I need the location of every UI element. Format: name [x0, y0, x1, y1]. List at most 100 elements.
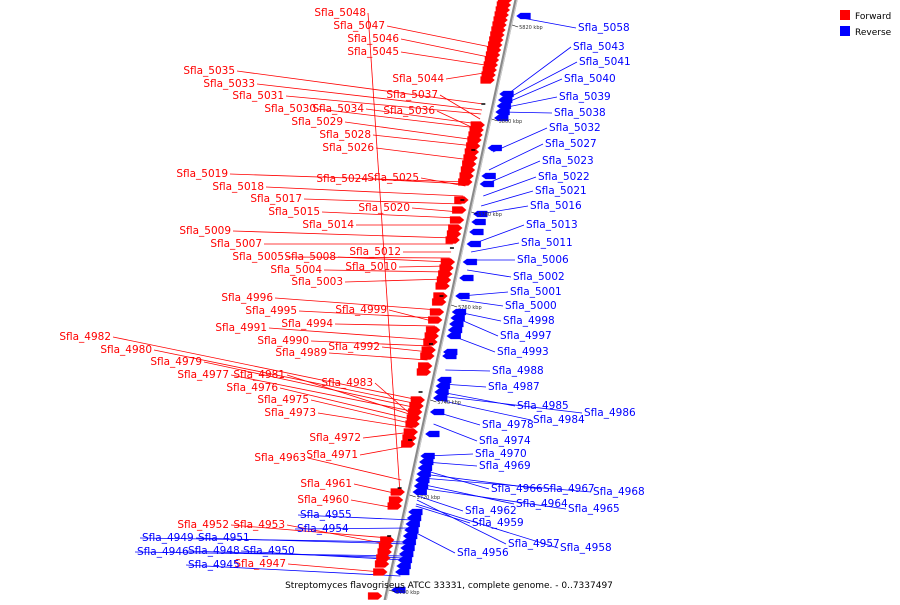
- reverse-gene-label[interactable]: Sfla_4988: [492, 365, 544, 377]
- reverse-gene-label[interactable]: Sfla_5032: [549, 122, 601, 134]
- reverse-gene-label[interactable]: Sfla_5002: [513, 271, 565, 283]
- reverse-gene-label[interactable]: Sfla_4993: [497, 346, 549, 358]
- reverse-gene-label[interactable]: Sfla_5023: [542, 155, 594, 167]
- forward-gene-label[interactable]: Sfla_5034: [312, 103, 364, 115]
- forward-gene-label[interactable]: Sfla_5035: [183, 65, 235, 77]
- forward-gene-label[interactable]: Sfla_5047: [333, 20, 385, 32]
- forward-gene-label[interactable]: Sfla_4960: [297, 494, 349, 506]
- forward-gene-label[interactable]: Sfla_4971: [306, 449, 358, 461]
- reverse-gene-label[interactable]: Sfla_5000: [505, 300, 557, 312]
- reverse-gene-label[interactable]: Sfla_4986: [584, 407, 636, 419]
- forward-gene-label[interactable]: Sfla_4980: [100, 344, 152, 356]
- reverse-gene-label[interactable]: Sfla_4966: [491, 483, 543, 495]
- forward-gene-label[interactable]: Sfla_5019: [176, 168, 228, 180]
- reverse-gene-label[interactable]: Sfla_4967: [543, 483, 595, 495]
- reverse-gene-label[interactable]: Sfla_4978: [482, 419, 534, 431]
- reverse-gene-label[interactable]: Sfla_5041: [579, 56, 631, 68]
- forward-gene-label[interactable]: Sfla_4975: [257, 394, 309, 406]
- forward-gene-label[interactable]: Sfla_4983: [321, 377, 373, 389]
- reverse-gene-label[interactable]: Sfla_4949: [142, 532, 194, 544]
- forward-gene-label[interactable]: Sfla_4999: [335, 304, 387, 316]
- reverse-gene-label[interactable]: Sfla_5058: [578, 22, 630, 34]
- forward-gene-label[interactable]: Sfla_5026: [322, 142, 374, 154]
- forward-gene-label[interactable]: Sfla_4989: [275, 347, 327, 359]
- forward-gene-label[interactable]: Sfla_5005: [232, 251, 284, 263]
- forward-gene-label[interactable]: Sfla_5024: [316, 173, 368, 185]
- forward-gene-label[interactable]: Sfla_5009: [179, 225, 231, 237]
- forward-gene-label[interactable]: Sfla_4994: [281, 318, 333, 330]
- reverse-gene-label[interactable]: Sfla_4964: [516, 498, 568, 510]
- forward-gene-label[interactable]: Sfla_5036: [383, 105, 435, 117]
- forward-gene-label[interactable]: Sfla_4972: [309, 432, 361, 444]
- forward-gene-label[interactable]: Sfla_5012: [349, 246, 401, 258]
- reverse-gene-label[interactable]: Sfla_5006: [517, 254, 569, 266]
- forward-gene-label[interactable]: Sfla_5037: [386, 89, 438, 101]
- forward-gene-label[interactable]: Sfla_4991: [215, 322, 267, 334]
- forward-gene-label[interactable]: Sfla_5045: [347, 46, 399, 58]
- reverse-gene-label[interactable]: Sfla_4974: [479, 435, 531, 447]
- reverse-gene-label[interactable]: Sfla_4962: [465, 505, 517, 517]
- reverse-gene-label[interactable]: Sfla_4956: [457, 547, 509, 559]
- reverse-gene-label[interactable]: Sfla_5040: [564, 73, 616, 85]
- reverse-gene-label[interactable]: Sfla_4984: [533, 414, 585, 426]
- forward-gene-label[interactable]: Sfla_4952: [177, 519, 229, 531]
- forward-gene-label[interactable]: Sfla_4995: [245, 305, 297, 317]
- reverse-gene-label[interactable]: Sfla_5022: [538, 171, 590, 183]
- reverse-gene-label[interactable]: Sfla_5011: [521, 237, 573, 249]
- reverse-gene-label[interactable]: Sfla_4951: [198, 532, 250, 544]
- forward-gene-label[interactable]: Sfla_5029: [291, 116, 343, 128]
- reverse-gene-label[interactable]: Sfla_5043: [573, 41, 625, 53]
- reverse-gene-label[interactable]: Sfla_4958: [560, 542, 612, 554]
- reverse-gene-label[interactable]: Sfla_4959: [472, 517, 524, 529]
- forward-gene-label[interactable]: Sfla_5014: [302, 219, 354, 231]
- reverse-gene-label[interactable]: Sfla_4985: [517, 400, 569, 412]
- forward-gene-label[interactable]: Sfla_5044: [392, 73, 444, 85]
- reverse-gene-label[interactable]: Sfla_4987: [488, 381, 540, 393]
- reverse-gene-label[interactable]: Sfla_4957: [508, 538, 560, 550]
- forward-gene-label[interactable]: Sfla_5020: [358, 202, 410, 214]
- forward-gene-label[interactable]: Sfla_4947: [234, 558, 286, 570]
- forward-gene-label[interactable]: Sfla_5033: [203, 78, 255, 90]
- reverse-gene-label[interactable]: Sfla_4945: [188, 559, 240, 571]
- forward-gene-label[interactable]: Sfla_5007: [210, 238, 262, 250]
- forward-gene-label[interactable]: Sfla_4990: [257, 335, 309, 347]
- reverse-gene-label[interactable]: Sfla_5027: [545, 138, 597, 150]
- reverse-gene-label[interactable]: Sfla_4955: [300, 509, 352, 521]
- reverse-gene-label[interactable]: Sfla_5039: [559, 91, 611, 103]
- forward-gene-label[interactable]: Sfla_4973: [264, 407, 316, 419]
- reverse-gene-label[interactable]: Sfla_4948: [188, 545, 240, 557]
- reverse-gene-label[interactable]: Sfla_4954: [297, 523, 349, 535]
- forward-gene-label[interactable]: Sfla_5017: [250, 193, 302, 205]
- forward-gene-label[interactable]: Sfla_5031: [232, 90, 284, 102]
- reverse-gene-label[interactable]: Sfla_4950: [243, 545, 295, 557]
- forward-gene-label[interactable]: Sfla_5015: [268, 206, 320, 218]
- forward-gene-label[interactable]: Sfla_5004: [270, 264, 322, 276]
- forward-gene-label[interactable]: Sfla_4996: [221, 292, 273, 304]
- reverse-gene-label[interactable]: Sfla_4997: [500, 330, 552, 342]
- reverse-gene-label[interactable]: Sfla_5038: [554, 107, 606, 119]
- forward-gene-label[interactable]: Sfla_4981: [233, 369, 285, 381]
- forward-gene-label[interactable]: Sfla_4979: [150, 356, 202, 368]
- reverse-gene-label[interactable]: Sfla_5001: [510, 286, 562, 298]
- reverse-gene-label[interactable]: Sfla_5013: [526, 219, 578, 231]
- reverse-gene-label[interactable]: Sfla_4946: [137, 546, 189, 558]
- forward-gene-label[interactable]: Sfla_5046: [347, 33, 399, 45]
- forward-gene-label[interactable]: Sfla_5018: [212, 181, 264, 193]
- forward-gene-label[interactable]: Sfla_5030: [264, 103, 316, 115]
- reverse-gene-label[interactable]: Sfla_4965: [568, 503, 620, 515]
- forward-gene-label[interactable]: Sfla_4992: [328, 341, 380, 353]
- forward-gene-label[interactable]: Sfla_5048: [314, 7, 366, 19]
- forward-gene-label[interactable]: Sfla_4953: [233, 519, 285, 531]
- reverse-gene-label[interactable]: Sfla_4969: [479, 460, 531, 472]
- forward-gene-label[interactable]: Sfla_4982: [59, 331, 111, 343]
- forward-gene-label[interactable]: Sfla_4976: [226, 382, 278, 394]
- forward-gene-label[interactable]: Sfla_4963: [254, 452, 306, 464]
- reverse-gene-label[interactable]: Sfla_4968: [593, 486, 645, 498]
- forward-gene-label[interactable]: Sfla_5008: [284, 251, 336, 263]
- forward-gene-label[interactable]: Sfla_4961: [300, 478, 352, 490]
- forward-gene-label[interactable]: Sfla_4977: [177, 369, 229, 381]
- forward-gene-label[interactable]: Sfla_5025: [367, 172, 419, 184]
- forward-gene-label[interactable]: Sfla_5003: [291, 276, 343, 288]
- forward-gene-label[interactable]: Sfla_5010: [345, 261, 397, 273]
- reverse-gene-label[interactable]: Sfla_5021: [535, 185, 587, 197]
